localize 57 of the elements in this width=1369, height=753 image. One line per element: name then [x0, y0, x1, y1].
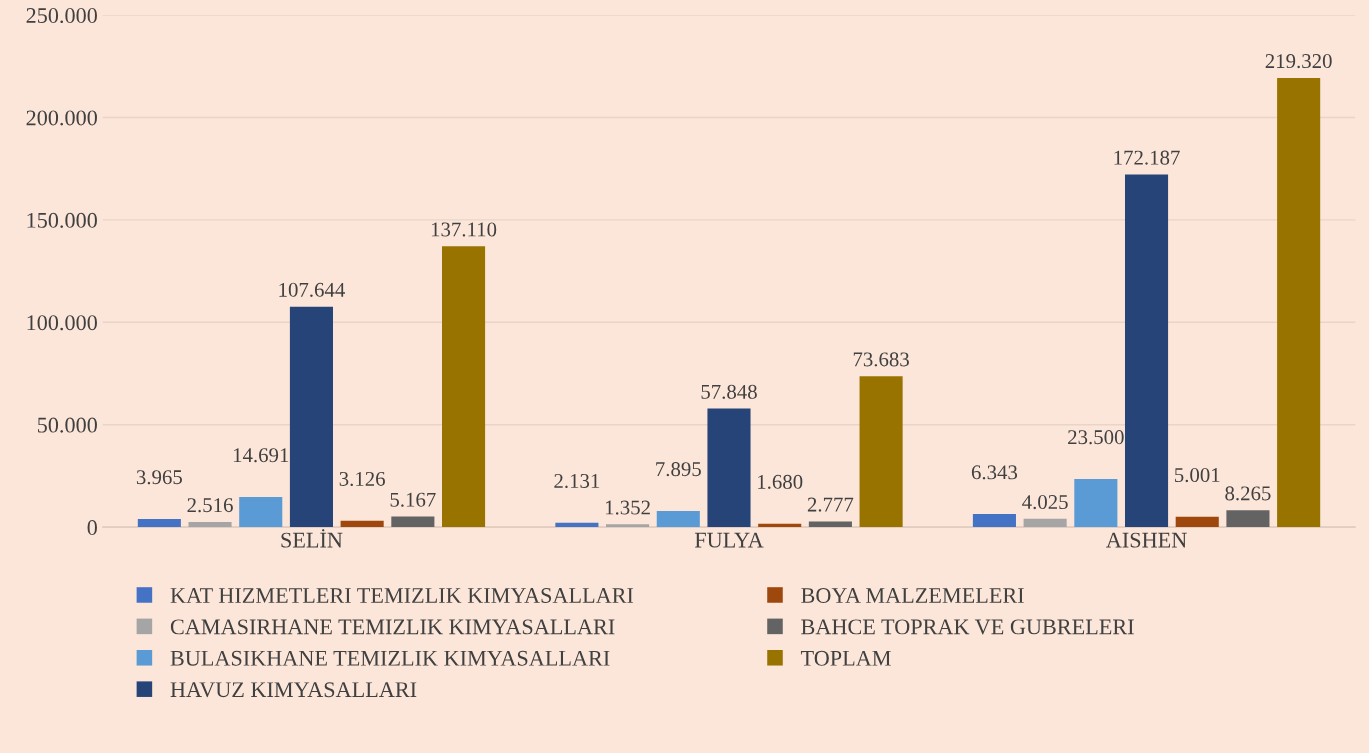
data-label: 6.343: [971, 465, 1018, 480]
data-label: 57.848: [701, 384, 757, 399]
data-label: 7.895: [656, 462, 701, 477]
x-tick-label: AISHEN: [1106, 532, 1187, 548]
bar: [137, 518, 181, 528]
y-tick-label: 100.000: [27, 315, 97, 331]
legend-label: CAMASIRHANE TEMIZLIK KIMYASALLARI: [170, 619, 615, 635]
data-label: 137.110: [431, 222, 497, 237]
x-tick-label: SELİN: [281, 529, 343, 548]
data-label: 5.001: [1175, 468, 1220, 483]
data-label: 5.167: [390, 492, 436, 507]
legend-label: KAT HIZMETLERI TEMIZLIK KIMYASALLARI: [170, 588, 634, 603]
bar: [1124, 174, 1169, 528]
y-tick-label: 250.000: [26, 7, 97, 24]
bar: [239, 497, 283, 528]
bar: [442, 246, 486, 528]
legend-label: BULASIKHANE TEMIZLIK KIMYASALLARI: [170, 650, 610, 666]
bar: [972, 514, 1016, 528]
legend-label: BAHCE TOPRAK VE GUBRELERI: [801, 619, 1134, 635]
data-label: 73.683: [853, 352, 909, 367]
data-label: 2.516: [187, 498, 233, 513]
legend-label: HAVUZ KIMYASALLARI: [170, 682, 417, 698]
data-label: 219.320: [1265, 54, 1332, 69]
y-tick-label: 200.000: [26, 110, 97, 126]
bar: [289, 306, 333, 528]
bar: [707, 408, 751, 528]
data-label: 2.777: [807, 497, 854, 512]
bar: [1175, 516, 1219, 528]
bar: [1074, 478, 1118, 528]
y-tick-label: 50.000: [37, 417, 97, 433]
data-label: 3.965: [136, 470, 182, 485]
data-label: 1.352: [605, 500, 650, 515]
data-label: 1.680: [758, 474, 803, 489]
data-label: 23.500: [1068, 430, 1124, 445]
bar: [391, 516, 435, 528]
legend-label: TOPLAM: [800, 650, 891, 666]
data-label: 3.126: [339, 471, 385, 486]
data-label: 2.131: [554, 473, 600, 489]
bar: [656, 510, 700, 528]
bar: [1277, 77, 1321, 528]
bar: [188, 521, 232, 528]
bar: [606, 524, 650, 528]
data-label: 172.187: [1114, 150, 1180, 165]
y-tick-label: 150.000: [27, 212, 97, 228]
data-label: 8.265: [1225, 486, 1271, 501]
y-tick-label: 0: [87, 520, 97, 536]
bar: [340, 520, 384, 528]
data-label: 4.025: [1022, 495, 1068, 510]
bar: [1023, 518, 1067, 528]
bar: [1226, 510, 1270, 528]
bar: [859, 376, 903, 528]
x-tick-label: FULYA: [694, 532, 764, 548]
bar: [555, 522, 599, 528]
legend-label: BOYA MALZEMELERI: [801, 588, 1024, 603]
data-label: 107.644: [279, 282, 345, 297]
data-label: 14.691: [233, 448, 289, 463]
bar: [808, 521, 852, 528]
